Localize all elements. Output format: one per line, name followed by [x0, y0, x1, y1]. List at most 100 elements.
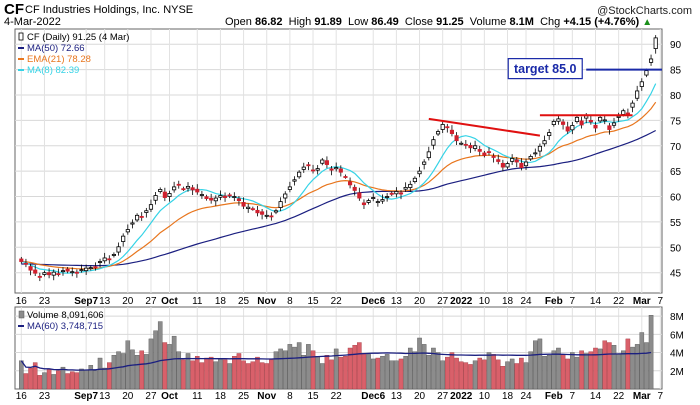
volume-bar-down: [445, 356, 450, 390]
price-tick-label: 60: [670, 193, 682, 204]
volume-bar-up: [583, 353, 589, 390]
candle-down: [190, 187, 195, 191]
volume-bar-down: [37, 375, 43, 390]
volume-bar-down: [56, 370, 61, 390]
volume-bar-down: [500, 366, 506, 390]
volume-bar-down: [468, 364, 473, 390]
volume-bar-down: [375, 357, 381, 390]
date-tick-label: Dec6: [361, 391, 385, 402]
date-tick-label: Oct: [161, 391, 178, 402]
candle-down: [486, 151, 492, 154]
date-tick-label: 8: [287, 391, 293, 402]
candle-up: [422, 161, 427, 165]
date-tick-label: 20: [414, 391, 426, 402]
date-tick-label: 20: [122, 391, 134, 402]
volume-bar-down: [579, 350, 584, 390]
candle-up: [408, 183, 413, 188]
candle-up: [440, 124, 445, 130]
volume-bar-down: [593, 347, 598, 390]
candle-up: [616, 115, 621, 118]
volume-bar-up: [380, 356, 385, 390]
volume-bar-up: [537, 338, 543, 390]
volume-bar-up: [426, 355, 432, 390]
candle-up: [510, 158, 515, 162]
candle-up: [297, 171, 302, 178]
volume-bar-down: [607, 342, 612, 390]
candle-legend-icon: [18, 32, 24, 41]
candle-down: [514, 159, 519, 163]
candle-up: [287, 186, 292, 190]
volume-bar-up: [620, 350, 626, 390]
volume-bar-down: [232, 356, 237, 390]
volume-bar-up: [153, 330, 158, 390]
volume-bar-up: [403, 356, 408, 390]
volume-bar-down: [255, 356, 260, 390]
price-tick-label: 55: [670, 218, 682, 229]
volume-bar-down: [32, 362, 38, 390]
volume-bar-up: [551, 350, 557, 390]
ma50-line: [21, 129, 656, 267]
moving-average-lines: [21, 83, 657, 274]
candle-up: [459, 142, 464, 145]
volume-bar-down: [65, 373, 70, 390]
candle-up: [602, 119, 607, 122]
volume-bar-up: [157, 321, 163, 390]
date-tick-label: 7: [570, 296, 576, 307]
candle-up: [556, 118, 561, 122]
volume-bar-up: [144, 354, 149, 390]
volume-bar-up: [421, 344, 427, 390]
quote-date: 4-Mar-2022: [4, 16, 61, 28]
date-tick-label: 16: [16, 391, 28, 402]
volume-bar-up: [51, 374, 57, 390]
chg-label: Chg: [540, 16, 561, 28]
candle-up: [523, 161, 529, 167]
volume-label: Volume: [469, 16, 507, 28]
annotations: target 85.0: [428, 58, 662, 137]
date-tick-label: 13: [99, 296, 111, 307]
candle-up: [273, 210, 279, 213]
volume-bar-up: [83, 369, 89, 390]
candle-up: [172, 186, 177, 191]
candle-up: [598, 116, 603, 122]
candle-up: [385, 196, 390, 198]
volume-bar-up: [486, 352, 492, 390]
date-tick-label: 27: [145, 391, 157, 402]
date-tick-label: 18: [502, 391, 514, 402]
volume-tick-label: 6M: [670, 330, 684, 341]
volume-legend-icon: [18, 310, 25, 319]
date-tick-label: 25: [238, 391, 250, 402]
volume-bar-down: [560, 354, 566, 390]
date-tick-label: Feb: [545, 391, 563, 402]
volume-bar-up: [597, 348, 603, 390]
high-label: High: [288, 16, 312, 28]
volume-bar-up: [634, 344, 640, 390]
candlesticks: [19, 35, 658, 282]
candle-down: [19, 258, 24, 262]
volume-bar-up: [130, 349, 135, 390]
date-tick-label: 24: [520, 391, 532, 402]
volume-bar-down: [463, 362, 469, 390]
volume-bar-down: [194, 356, 200, 390]
volume-bar-up: [227, 363, 232, 390]
date-tick-label: 27: [145, 296, 157, 307]
volume-bar-up: [111, 355, 117, 390]
candle-up: [635, 90, 640, 99]
date-tick-label: Nov: [257, 296, 276, 307]
volume-bars: [19, 315, 654, 390]
volume-bar-down: [46, 368, 52, 390]
volume-bar-down: [259, 362, 265, 390]
volume-ma-line: [20, 351, 652, 371]
date-tick-label: 10: [479, 296, 491, 307]
candle-down: [477, 149, 482, 152]
volume-bar-up: [528, 351, 533, 390]
company-name: CF Industries Holdings, Inc. NYSE: [25, 4, 193, 16]
volume-bar-up: [389, 360, 395, 390]
date-tick-label: 22: [613, 296, 625, 307]
date-tick-label: 16: [16, 296, 28, 307]
date-tick-label: 13: [391, 296, 403, 307]
candle-down: [398, 192, 404, 195]
price-tick-label: 90: [670, 40, 682, 51]
volume-bar-up: [570, 352, 575, 390]
